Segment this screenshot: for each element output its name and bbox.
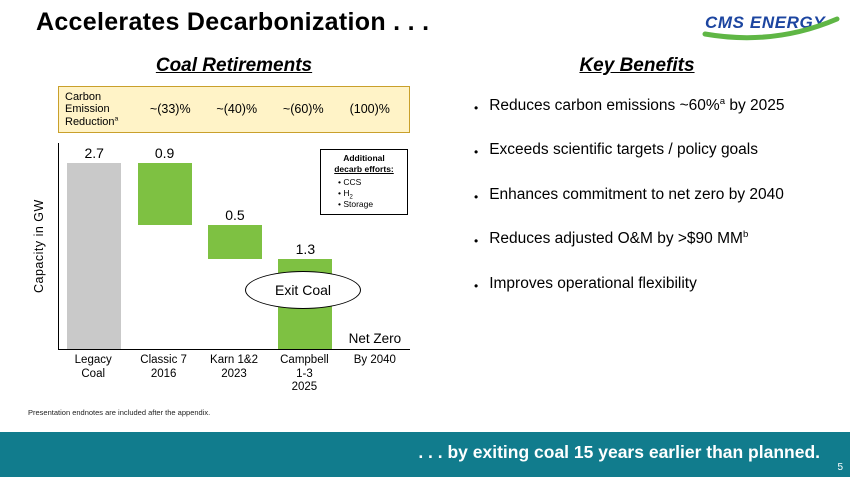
decarb-item: H2 (338, 188, 403, 201)
carbon-reduction-label: Carbon Emission Reductiona (65, 91, 137, 128)
waterfall-bar (208, 224, 262, 260)
key-benefits-section: Key Benefits Reduces carbon emissions ~6… (450, 55, 824, 318)
bullet-icon (474, 185, 478, 204)
benefit-text: Improves operational flexibility (489, 274, 697, 292)
decarb-title-line1: Additional (343, 152, 385, 163)
reduction-values: ~(33)% ~(40)% ~(60)% (100)% (137, 102, 403, 116)
bullet-icon (474, 96, 478, 115)
bar-value-label: 0.5 (225, 206, 245, 223)
decarb-item-sub: 2 (349, 194, 353, 201)
benefit-text: Exceeds scientific targets / policy goal… (489, 141, 758, 159)
benefit-text: Reduces adjusted O&M by >$90 MMb (489, 228, 749, 248)
bullet-icon (474, 229, 478, 248)
coal-retirements-heading: Coal Retirements (155, 55, 313, 76)
benefits-list: Reduces carbon emissions ~60%a by 2025 E… (450, 96, 824, 293)
benefit-item: Exceeds scientific targets / policy goal… (474, 140, 824, 159)
x-axis-label: By 2040 (353, 353, 396, 366)
benefit-item: Reduces adjusted O&M by >$90 MMb (474, 229, 824, 248)
bottom-banner: . . . by exiting coal 15 years earlier t… (0, 432, 850, 477)
y-axis-label: Capacity in GW (32, 199, 46, 294)
x-axis-labels: Legacy Coal Classic 7 2016 Karn 1&2 2023… (58, 354, 410, 395)
banner-text: . . . by exiting coal 15 years earlier t… (418, 442, 820, 462)
decarb-title-line2: decarb efforts: (334, 163, 394, 174)
footnote: Presentation endnotes are included after… (28, 407, 211, 417)
decarb-item-text: H (343, 188, 350, 199)
key-benefits-heading: Key Benefits (579, 55, 695, 76)
benefit-text: Enhances commitment to net zero by 2040 (489, 185, 784, 203)
bullet-icon (474, 274, 478, 293)
decarb-item: CCS (338, 177, 403, 188)
page-number: 5 (837, 462, 843, 473)
waterfall-bar (137, 162, 192, 225)
benefit-item: Enhances commitment to net zero by 2040 (474, 185, 824, 204)
carbon-reduction-label-text: Carbon Emission Reduction (65, 91, 115, 128)
x-axis-label: Campbell 1-3 2025 (280, 353, 329, 394)
bar-value-label: 2.7 (84, 144, 104, 161)
reduction-value: ~(60)% (282, 102, 324, 117)
bar-value-label: 1.3 (295, 241, 316, 258)
decarb-list: CCS H2 Storage (325, 177, 403, 210)
logo-text: CMS ENERGY (705, 13, 826, 32)
decarb-item: Storage (338, 199, 403, 210)
bar-value-label: 0.9 (154, 144, 175, 161)
reduction-value: (100)% (349, 102, 390, 117)
exit-coal-callout: Exit Coal (245, 270, 361, 309)
decarb-item-text: Storage (343, 199, 374, 210)
reduction-value: ~(33)% (149, 102, 191, 117)
waterfall-plot: Additional decarb efforts: CCS H2 Storag… (58, 142, 410, 350)
x-axis-label: Karn 1&2 2023 (210, 353, 258, 380)
benefit-text: Reduces carbon emissions ~60%a by 2025 (489, 95, 785, 114)
logo-swoosh-icon (702, 16, 840, 41)
cms-energy-logo: CMS ENERGY (700, 6, 842, 46)
x-axis-label: Legacy Coal (74, 353, 112, 380)
coal-retirements-chart: Capacity in GW Additional decarb efforts… (32, 142, 418, 395)
benefit-item: Improves operational flexibility (474, 274, 824, 293)
x-axis-label: Classic 7 2016 (140, 353, 187, 380)
additional-decarb-box: Additional decarb efforts: CCS H2 Storag… (320, 148, 408, 216)
reduction-value: ~(40)% (216, 102, 258, 117)
decarb-item-text: CCS (343, 177, 362, 188)
coal-retirements-section: Coal Retirements Carbon Emission Reducti… (28, 55, 418, 417)
exit-coal-label: Exit Coal (274, 281, 332, 298)
benefit-item: Reduces carbon emissions ~60%a by 2025 (474, 96, 824, 115)
net-zero-label: Net Zero (348, 330, 402, 346)
carbon-reduction-label-sup: a (114, 114, 119, 122)
carbon-reduction-box: Carbon Emission Reductiona ~(33)% ~(40)%… (58, 86, 410, 133)
bullet-icon (474, 140, 478, 159)
decarb-box-title: Additional decarb efforts: (325, 153, 403, 175)
waterfall-bar (67, 162, 122, 349)
slide-title: Accelerates Decarbonization . . . (36, 8, 430, 36)
